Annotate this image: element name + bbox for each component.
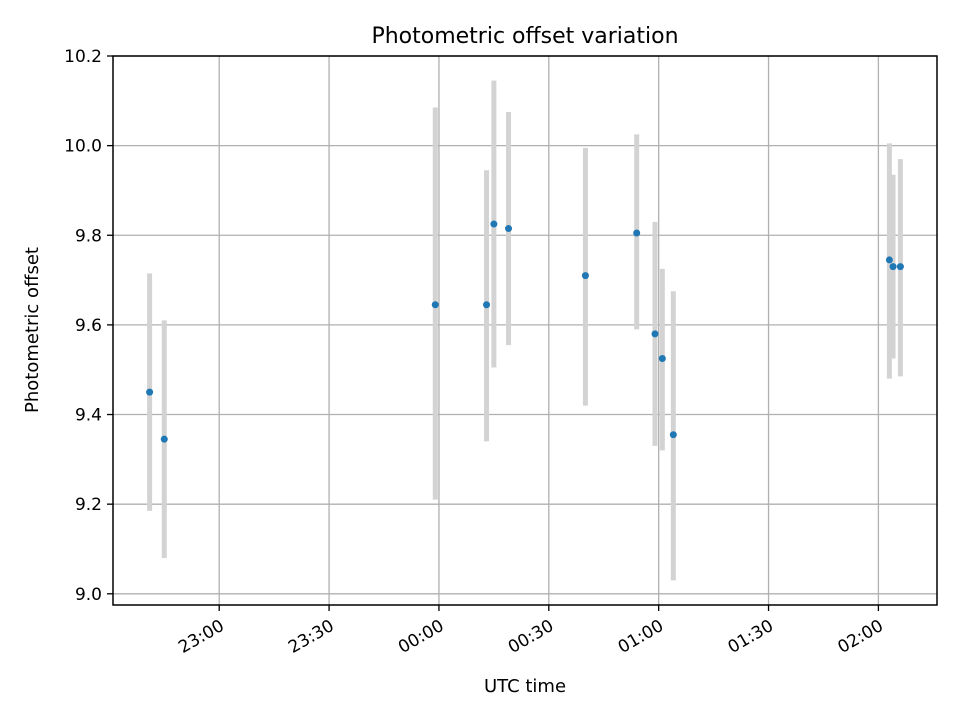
x-tick-label: 23:30 (285, 616, 337, 658)
data-point (581, 272, 589, 280)
data-point (431, 301, 439, 309)
x-tick-label: 23:00 (175, 616, 227, 658)
data-point (658, 355, 666, 363)
chart-title: Photometric offset variation (371, 24, 678, 49)
y-tick-label: 10.0 (64, 137, 102, 157)
error-bars (147, 80, 903, 581)
data-points (146, 220, 904, 443)
data-point (490, 220, 498, 228)
y-tick-label: 9.8 (75, 226, 102, 246)
data-point (889, 263, 897, 271)
x-tick-label: 01:00 (615, 616, 667, 658)
x-axis-label: UTC time (484, 676, 566, 697)
data-point (505, 225, 513, 233)
data-point (633, 229, 641, 237)
y-axis-ticks: 9.0 9.2 9.4 9.6 9.8 10.0 10.2 (64, 47, 113, 605)
plot-frame (112, 55, 938, 606)
y-tick-label: 9.6 (75, 316, 102, 336)
y-tick-label: 9.0 (75, 585, 102, 605)
y-tick-label: 10.2 (64, 47, 102, 67)
grid (113, 55, 937, 605)
data-point (669, 431, 677, 439)
x-axis-ticks: 23:00 23:30 00:00 00:30 01:00 01:30 02:00 (175, 605, 887, 658)
data-point (483, 301, 491, 309)
y-tick-label: 9.4 (75, 406, 102, 426)
x-tick-label: 01:30 (725, 616, 777, 658)
y-axis-label: Photometric offset (22, 247, 43, 413)
x-tick-label: 00:00 (395, 616, 447, 658)
data-point (146, 388, 154, 396)
data-point (896, 263, 904, 271)
y-tick-label: 9.2 (75, 495, 102, 515)
data-point (885, 256, 893, 264)
data-point (651, 330, 659, 338)
x-tick-label: 00:30 (505, 616, 557, 658)
x-tick-label: 02:00 (834, 616, 886, 658)
data-point (160, 435, 168, 443)
